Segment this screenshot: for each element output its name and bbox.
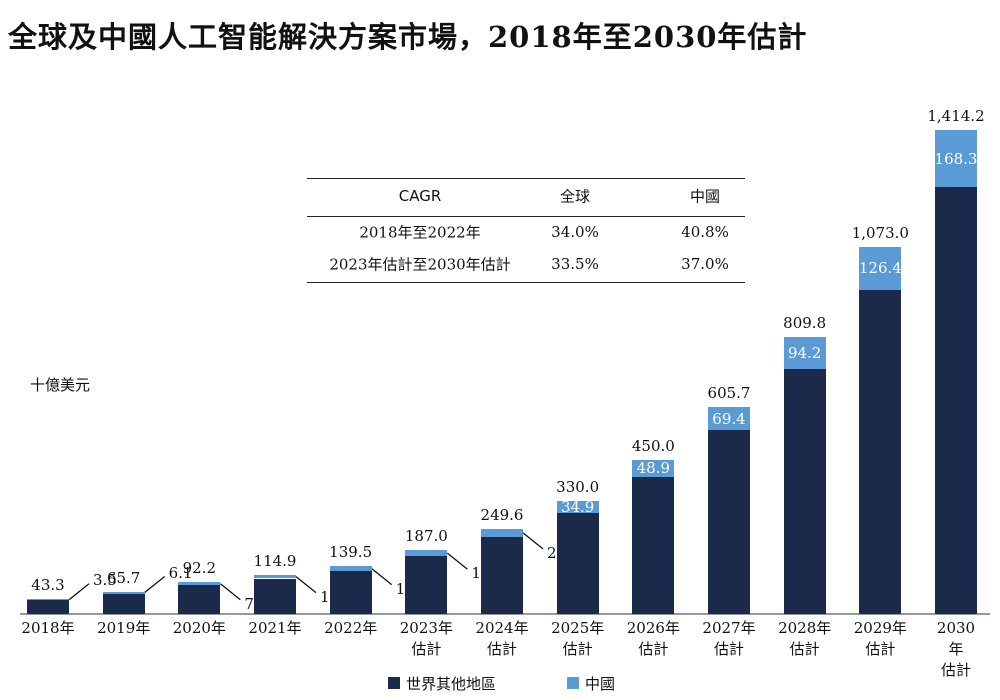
total-label: 605.7 — [707, 383, 751, 402]
x-tick-label: 2026年 估計 — [626, 619, 680, 658]
x-tick-label: 2019年 — [97, 619, 151, 637]
table-cell: 2023年估計至2030年估計 — [329, 255, 511, 274]
china-label: 168.3 — [934, 149, 978, 168]
bar-segment — [405, 556, 448, 614]
total-label: 114.9 — [253, 551, 297, 570]
table-cell: 33.5% — [551, 255, 599, 273]
bar-segment — [254, 578, 296, 614]
table-cell: 34.0% — [551, 223, 599, 241]
bar-segment — [254, 574, 296, 579]
x-tick-label: 2022年 — [324, 619, 378, 637]
total-label: 65.7 — [106, 568, 141, 587]
bar-segment — [481, 528, 523, 538]
legend-label: 中國 — [585, 675, 616, 693]
total-label: 450.0 — [631, 436, 675, 455]
x-tick-label: 2024年 估計 — [475, 619, 529, 658]
legend-swatch — [388, 677, 400, 689]
bar-segment — [556, 501, 599, 513]
total-label: 43.3 — [31, 576, 65, 595]
total-label: 809.8 — [783, 313, 827, 332]
bar-segment — [859, 289, 902, 614]
bar-segment — [102, 593, 145, 614]
leader-line — [219, 583, 241, 601]
bar-segment — [783, 369, 826, 614]
total-label: 249.6 — [480, 505, 524, 524]
bar-segment — [859, 246, 902, 290]
table-cell: 40.8% — [681, 223, 729, 241]
table-rule — [307, 282, 745, 283]
x-tick-label: 2021年 — [248, 619, 302, 637]
bar-segment — [481, 537, 523, 614]
x-tick-label: 2018年 — [21, 619, 75, 637]
bar-segment — [783, 336, 826, 369]
china-label: 6.1 — [168, 563, 193, 582]
leader-line — [68, 583, 90, 601]
bar-segment — [102, 591, 145, 594]
total-label: 330.0 — [556, 478, 600, 497]
leader-line — [295, 576, 317, 594]
x-tick-label: 2029年 估計 — [853, 619, 907, 658]
x-tick-label: 2028年 估計 — [778, 619, 832, 658]
bar-segment — [178, 582, 221, 586]
china-label: 48.9 — [636, 459, 671, 478]
table-header: 中國 — [689, 187, 721, 206]
china-label: 126.4 — [858, 259, 902, 278]
legend-label: 世界其他地區 — [406, 675, 497, 693]
table-cell: 2018年至2022年 — [359, 223, 481, 242]
total-label: 1,414.2 — [927, 106, 985, 125]
x-tick-label: 2023年 估計 — [399, 619, 453, 658]
total-label: 139.5 — [329, 543, 373, 562]
table-rule — [307, 178, 745, 179]
leader-line — [371, 568, 393, 586]
bar-segment — [329, 571, 372, 614]
x-tick-label: 2025年 估計 — [551, 619, 605, 658]
total-label: 187.0 — [404, 526, 448, 545]
bar-segment — [329, 566, 372, 571]
total-label: 92.2 — [182, 559, 217, 578]
bar-segment — [708, 430, 750, 614]
china-label: 3.5 — [93, 570, 117, 589]
bar-segment — [405, 549, 448, 557]
legend-swatch — [567, 677, 579, 689]
bar-segment — [556, 512, 599, 614]
chart-title: 全球及中國人工智能解決方案市場，2018年至2030年估計 — [8, 20, 808, 54]
x-tick-label: 2027年 估計 — [702, 619, 756, 658]
bar-segment — [27, 599, 69, 601]
table-rule — [307, 216, 745, 217]
bar-segment — [632, 459, 675, 477]
bar-segment — [708, 406, 750, 431]
leader-line — [446, 552, 468, 570]
bar-segment — [935, 187, 977, 614]
x-tick-label: 2020年 — [172, 619, 226, 637]
bar-segment — [27, 600, 69, 614]
total-label: 1,073.0 — [851, 223, 909, 242]
china-label: 94.2 — [787, 343, 822, 362]
china-label: 34.9 — [560, 498, 595, 516]
table-header: CAGR — [398, 187, 442, 205]
table-cell: 37.0% — [681, 255, 729, 273]
leader-line — [522, 532, 544, 550]
bar-segment — [935, 129, 977, 188]
leader-line — [144, 576, 166, 594]
x-tick-label: 2030年 估計 — [936, 619, 976, 679]
table-header: 全球 — [559, 187, 591, 206]
china-label: 69.4 — [712, 409, 746, 428]
bar-segment — [632, 476, 675, 614]
bar-segment — [178, 585, 221, 614]
unit-label: 十億美元 — [30, 376, 91, 394]
